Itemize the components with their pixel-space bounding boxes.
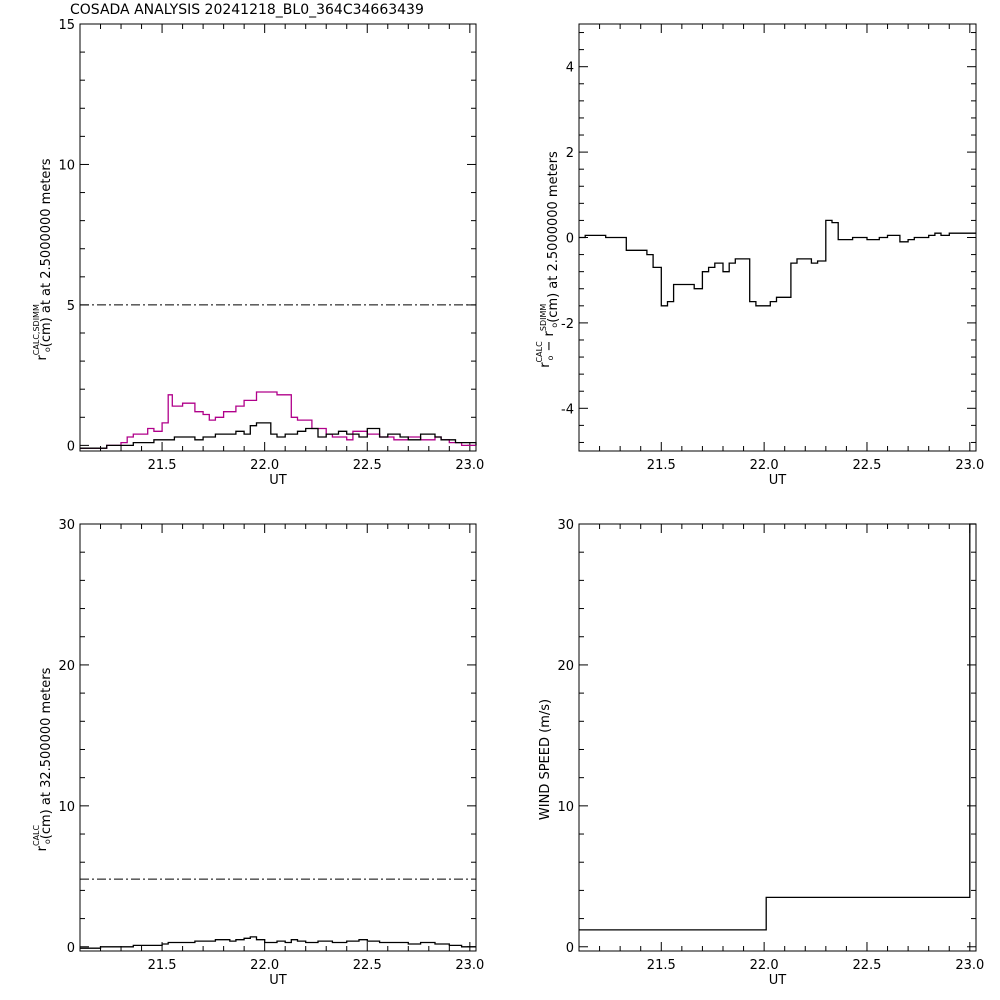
y-tick-label: 10 <box>58 800 75 815</box>
x-tick-label: 22.0 <box>750 958 779 973</box>
x-tick-label: 22.5 <box>853 958 882 973</box>
y-tick-label: 10 <box>58 158 75 173</box>
y-label-sub: o <box>43 839 52 844</box>
x-tick-label: 22.5 <box>853 458 882 473</box>
y-label-sup: SDIMM <box>539 304 548 332</box>
series-line-0 <box>80 936 476 949</box>
y-tick-label: 0 <box>67 439 75 454</box>
x-tick-label: 23.0 <box>955 458 984 473</box>
y-label-sub: o <box>43 347 52 352</box>
x-tick-label: 23.0 <box>455 458 484 473</box>
series-line-0 <box>579 219 976 307</box>
chart-p4: 21.5 22.0 22.5 23.0 UT 0 10 20 30 WIND SPEED (m/s… <box>538 518 984 988</box>
x-tick-label: 23.0 <box>455 958 484 973</box>
y-label-base: r <box>35 845 50 851</box>
plot-frame <box>79 523 477 952</box>
plot-frame <box>578 523 977 952</box>
y-label-sup: CALC <box>32 825 41 847</box>
y-tick-label: -2 <box>561 317 574 332</box>
y-axis-label: rCALC o − rSDIMM o(cm) at 2.5000000 meters <box>535 151 561 368</box>
y-tick-label: 20 <box>557 659 574 674</box>
y-tick-label: 0 <box>566 941 574 956</box>
y-tick-label: 10 <box>557 800 574 815</box>
y-label-sup: CALC <box>535 341 544 363</box>
x-tick-label: 21.5 <box>647 458 676 473</box>
x-axis-label: UT <box>769 473 787 488</box>
y-tick-label: -4 <box>561 402 574 417</box>
y-label-text: (cm) at 32.500000 meters <box>39 667 54 839</box>
y-tick-label: 5 <box>67 299 75 314</box>
series-line-0 <box>579 523 976 931</box>
y-label-base: r <box>538 362 553 368</box>
y-label-base: − r <box>542 330 557 355</box>
y-label-sub: o <box>550 323 559 328</box>
x-tick-label: 22.0 <box>250 458 279 473</box>
page-title: COSADA ANALYSIS 20241218_BL0_364C3466343… <box>70 2 424 18</box>
plot-frame <box>79 23 477 452</box>
x-tick-label: 22.5 <box>353 458 382 473</box>
x-tick-label: 21.5 <box>647 958 676 973</box>
series-line-0 <box>80 391 476 449</box>
y-tick-label: 30 <box>557 518 574 533</box>
y-tick-label: 20 <box>58 659 75 674</box>
y-label-text: (cm) at 2.5000000 meters <box>546 151 561 323</box>
x-axis-label: UT <box>269 473 287 488</box>
chart-p1: 21.5 22.0 22.5 23.0 UT 0 5 10 15 rCALC,SDIMM o(cm)… <box>32 18 484 488</box>
x-axis-label: UT <box>769 973 787 988</box>
x-tick-label: 21.5 <box>148 958 177 973</box>
y-tick-label: 0 <box>566 232 574 247</box>
y-axis-label: WIND SPEED (m/s) <box>538 699 553 820</box>
x-tick-label: 22.0 <box>250 958 279 973</box>
y-tick-label: 15 <box>58 18 75 33</box>
x-tick-label: 22.0 <box>750 458 779 473</box>
y-label-base: r <box>35 355 50 361</box>
chart-p3: 21.5 22.0 22.5 23.0 UT 0 10 20 30 rCALC o(cm) at 3… <box>32 518 484 988</box>
series-line-1 <box>80 422 477 449</box>
y-label-text: (cm) at at 2.5000000 meters <box>39 158 54 347</box>
y-tick-label: 4 <box>566 61 574 76</box>
y-axis-label: rCALC,SDIMM o(cm) at at 2.5000000 meters <box>32 158 54 360</box>
x-axis-label: UT <box>269 973 287 988</box>
y-tick-label: 30 <box>58 518 75 533</box>
x-tick-label: 21.5 <box>148 458 177 473</box>
y-tick-label: 2 <box>566 146 574 161</box>
x-tick-label: 22.5 <box>353 958 382 973</box>
y-tick-label: 0 <box>67 941 75 956</box>
y-axis-label: rCALC o(cm) at 32.500000 meters <box>32 667 54 851</box>
x-tick-label: 23.0 <box>955 958 984 973</box>
y-label-sub: o <box>546 356 555 361</box>
y-label-sup: CALC,SDIMM <box>32 304 41 355</box>
